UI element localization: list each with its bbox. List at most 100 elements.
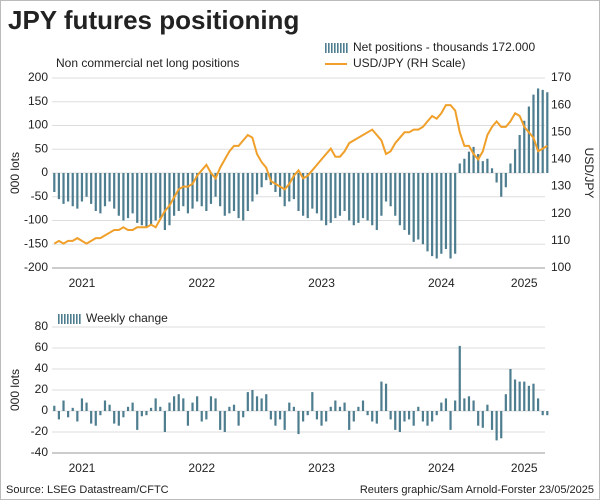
y2-axis-label: USD/JPY (582, 148, 596, 199)
bar (131, 173, 134, 214)
y2-tick-label: 120 (551, 206, 571, 220)
bar (237, 173, 240, 219)
bar (80, 173, 84, 202)
bar (486, 404, 489, 411)
bar (255, 396, 259, 411)
bar (186, 411, 190, 426)
bar (145, 173, 148, 228)
bar (444, 173, 448, 249)
y-tick-label: -20 (31, 424, 49, 438)
bar (246, 392, 249, 411)
bar (205, 411, 208, 420)
bar (278, 411, 282, 420)
bar (209, 396, 213, 411)
legend-swatch (340, 43, 342, 53)
bar (223, 411, 226, 432)
bar (536, 398, 540, 411)
bar (223, 173, 226, 216)
bar (122, 411, 125, 418)
bar (361, 173, 365, 219)
bar (380, 173, 383, 216)
bar (53, 405, 56, 411)
bar (463, 398, 466, 411)
bar (523, 381, 526, 411)
bar (67, 173, 70, 202)
bar (523, 120, 526, 173)
bar (389, 411, 392, 420)
bar (103, 173, 107, 207)
bar (435, 411, 438, 416)
credit: Reuters graphic/Sam Arnold-Forster 23/05… (360, 484, 594, 496)
bar (315, 173, 319, 214)
bar (431, 411, 434, 422)
bar (490, 168, 494, 173)
bar (269, 411, 272, 420)
bar (108, 173, 111, 202)
bar (99, 173, 102, 214)
bar (375, 173, 378, 230)
bar (90, 173, 93, 204)
bar (357, 173, 360, 223)
bar (274, 173, 277, 192)
legend-label: USD/JPY (RH Scale) (353, 56, 465, 70)
legend-swatch (343, 43, 345, 53)
bar (440, 402, 443, 411)
bar (136, 173, 139, 223)
bar (136, 411, 139, 430)
legend-swatch (331, 43, 333, 53)
bar (417, 173, 420, 240)
bar (76, 173, 79, 209)
bar (467, 151, 471, 173)
y2-tick-label: 160 (551, 97, 571, 111)
bar (94, 411, 97, 426)
x-tick-label: 2021 (69, 461, 96, 475)
bar (431, 173, 434, 257)
bar (366, 411, 369, 416)
bar (154, 398, 157, 411)
bar (62, 400, 65, 411)
bar (412, 173, 415, 242)
bar (191, 173, 194, 209)
bar (200, 173, 203, 207)
bar (131, 402, 134, 411)
bar (242, 173, 245, 221)
y-tick-label: 100 (28, 118, 48, 132)
bar (334, 173, 337, 219)
bar (518, 135, 521, 173)
bar (532, 94, 535, 173)
bar (265, 394, 268, 411)
bar (117, 411, 120, 426)
bar (421, 411, 425, 422)
y-axis-label: 000 lots (8, 369, 22, 411)
bar (182, 398, 185, 411)
bar (486, 158, 489, 173)
bar (278, 173, 282, 197)
y-tick-label: 60 (35, 340, 49, 354)
legend-swatch (67, 314, 69, 324)
bar (504, 394, 507, 411)
y2-tick-label: 110 (551, 233, 570, 247)
bar (398, 173, 401, 226)
bar (159, 406, 162, 411)
bar (481, 161, 484, 173)
bar (274, 411, 277, 426)
bar (384, 173, 388, 202)
bar (297, 173, 300, 211)
bar (334, 400, 337, 411)
x-tick-label: 2024 (428, 276, 455, 290)
bar (407, 173, 411, 235)
line (53, 104, 548, 245)
legend-swatch (70, 314, 72, 324)
bar (255, 173, 259, 195)
bar (357, 406, 360, 411)
y2-tick-label: 100 (551, 260, 571, 274)
bar (472, 400, 475, 411)
y-tick-label: 20 (35, 382, 49, 396)
bar (472, 146, 475, 173)
bar (177, 173, 180, 211)
chart-title: JPY futures positioning (8, 5, 299, 35)
bar (302, 173, 305, 216)
bar (348, 173, 351, 221)
bar (407, 411, 411, 420)
bar (103, 400, 107, 411)
